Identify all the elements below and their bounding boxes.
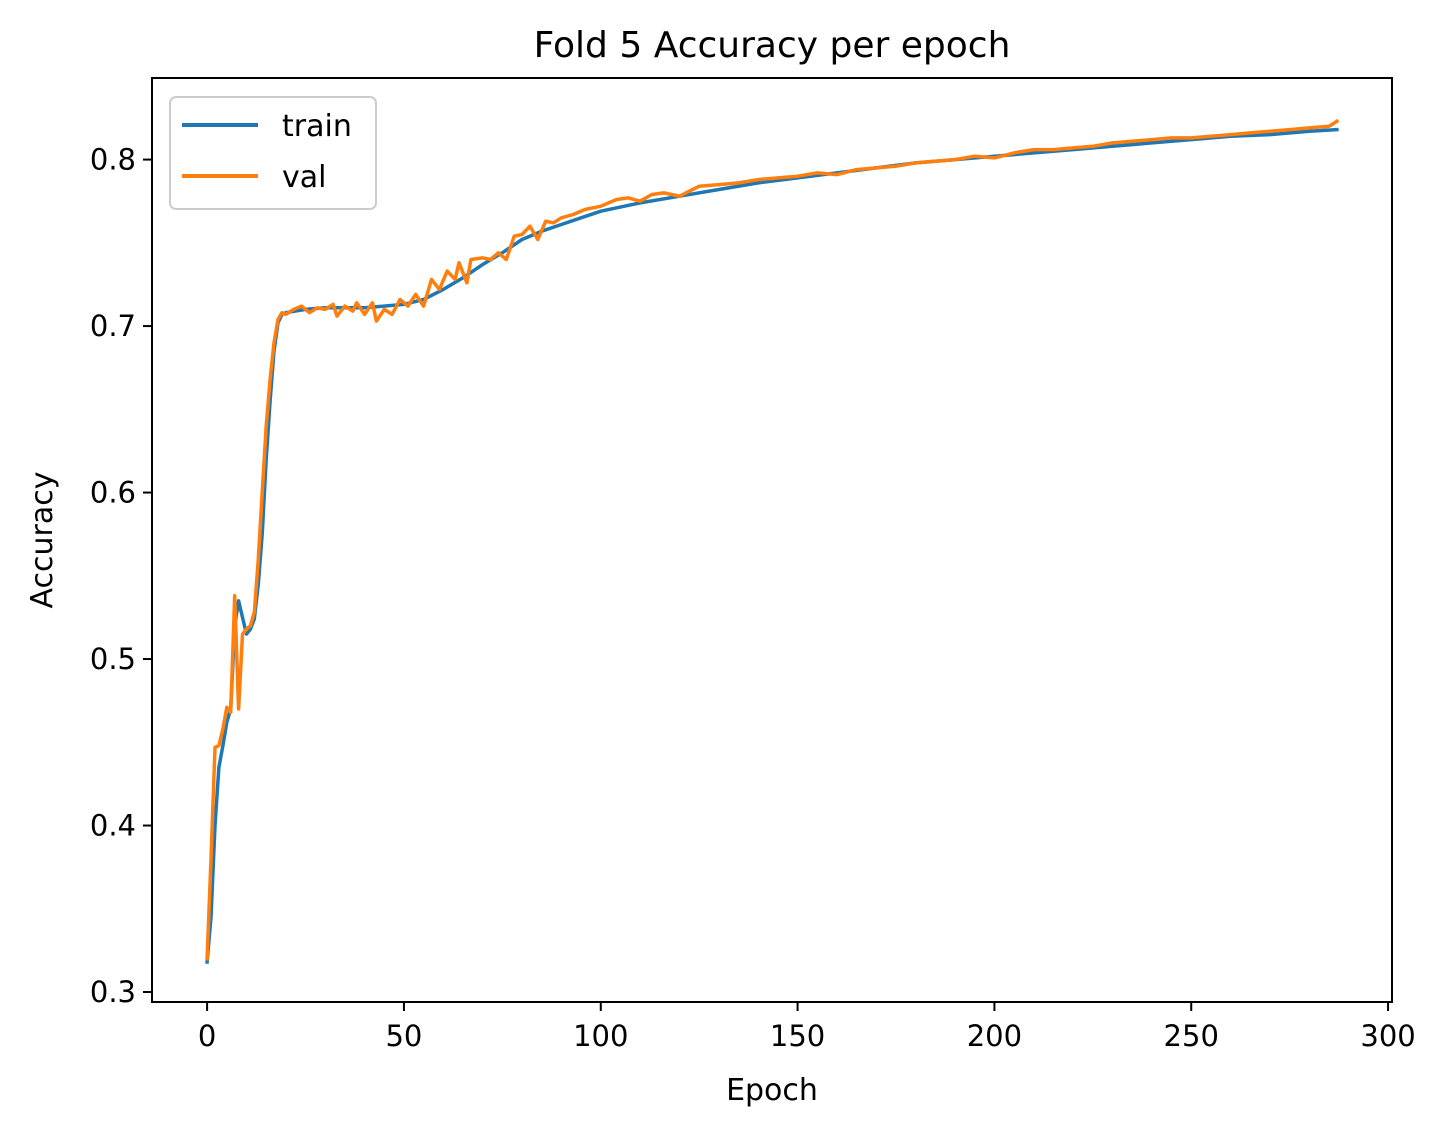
x-axis-title: Epoch <box>726 1073 818 1108</box>
y-tick-label: 0.5 <box>90 642 136 676</box>
x-tick-label: 300 <box>1360 1019 1415 1053</box>
y-tick-label: 0.8 <box>90 143 136 177</box>
y-tick-label: 0.7 <box>90 309 136 343</box>
y-tick-label: 0.6 <box>90 476 136 510</box>
series-line-val <box>205 118 1340 961</box>
y-axis-title: Accuracy <box>25 472 60 609</box>
y-axis-ticks: 0.3 0.4 0.5 0.6 0.7 0.8 <box>90 143 152 1009</box>
y-tick-label: 0.4 <box>90 809 136 843</box>
x-tick-label: 0 <box>198 1019 216 1053</box>
legend-label-train: train <box>282 109 352 144</box>
legend: train val <box>169 96 377 210</box>
y-tick-label: 0.3 <box>90 975 136 1009</box>
plot-frame <box>151 77 1393 1003</box>
series-layer <box>205 118 1340 964</box>
x-tick-label: 150 <box>770 1019 825 1053</box>
x-tick-label: 200 <box>967 1019 1022 1053</box>
chart-title: Fold 5 Accuracy per epoch <box>534 25 1011 66</box>
x-tick-label: 50 <box>385 1019 422 1053</box>
x-axis-ticks: 0 50 100 150 200 250 300 <box>198 1002 1416 1053</box>
x-tick-label: 250 <box>1164 1019 1219 1053</box>
x-tick-label: 100 <box>573 1019 628 1053</box>
legend-label-val: val <box>282 160 326 195</box>
